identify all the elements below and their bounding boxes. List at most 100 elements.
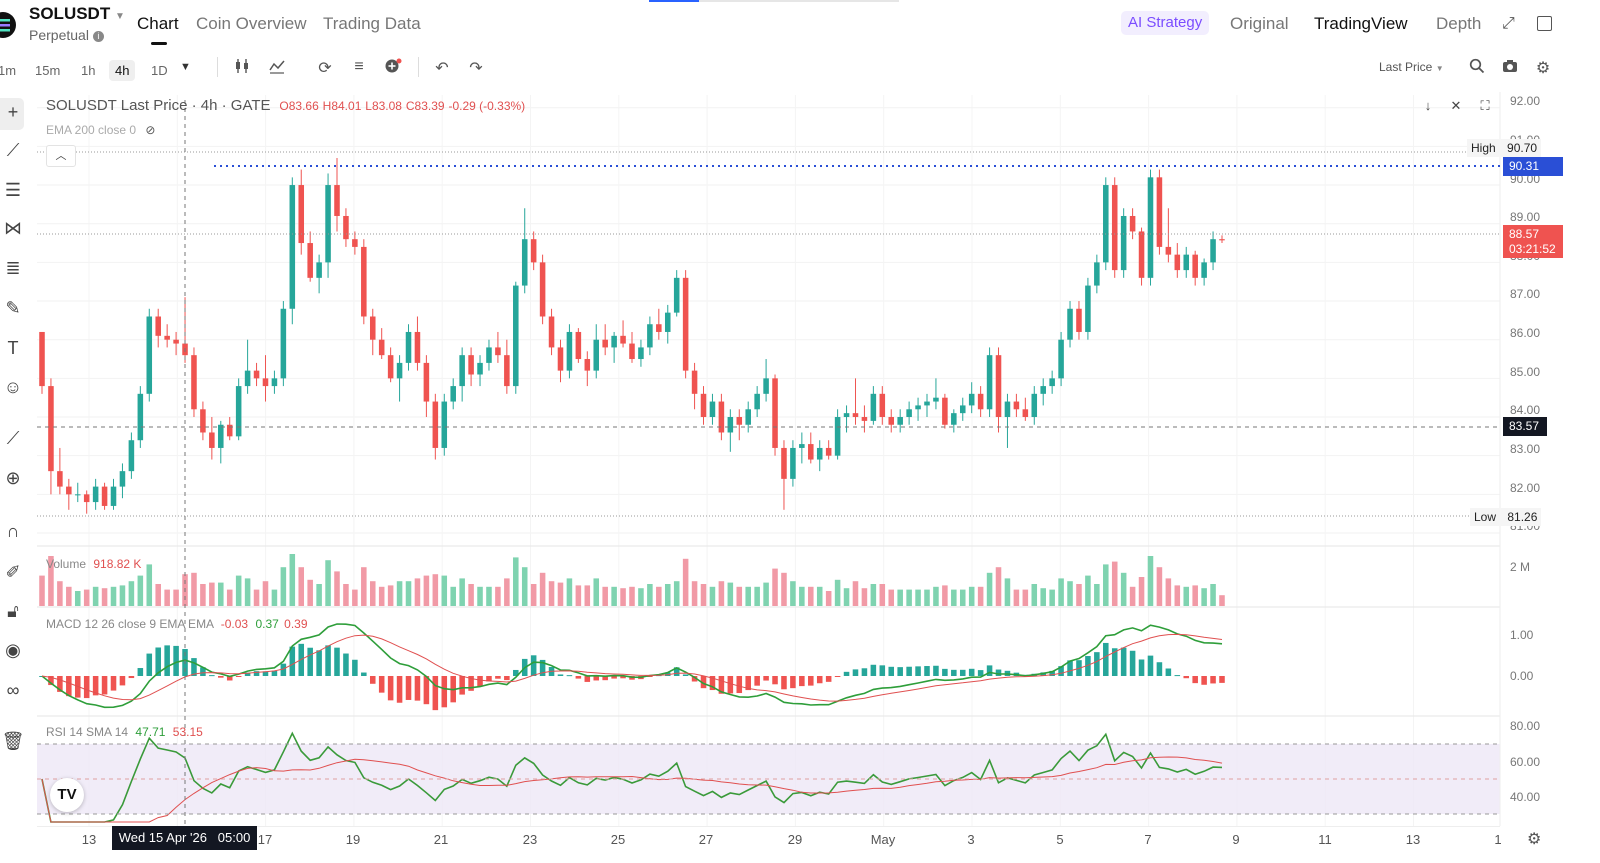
eye-hidden-icon[interactable]: ⊘ <box>145 123 156 137</box>
brush-icon[interactable]: ✎ <box>5 298 21 318</box>
macd-hist-bar <box>825 676 832 682</box>
undo-icon[interactable]: ↶ <box>435 60 449 77</box>
toolbar-divider <box>217 57 218 77</box>
tab-coin-overview[interactable]: Coin Overview <box>196 14 307 33</box>
volume-bar <box>387 585 394 606</box>
emoji-icon[interactable]: ☺ <box>3 377 23 397</box>
price-label: 92.00 <box>1510 94 1541 108</box>
tab-depth[interactable]: Depth <box>1436 14 1482 33</box>
volume-bar <box>83 589 90 606</box>
zoom-in-icon[interactable]: ⊕ <box>5 468 21 488</box>
tab-tradingview[interactable]: TradingView <box>1314 14 1408 33</box>
macd-hist-bar <box>995 669 1002 676</box>
window-icon[interactable] <box>1537 16 1552 31</box>
search-icon[interactable] <box>1467 58 1487 79</box>
scroll-down-icon[interactable]: ↓ <box>1424 98 1432 113</box>
symbol-selector[interactable]: SOLUSDT ▼ <box>29 4 125 24</box>
candle-body <box>647 324 653 348</box>
volume-bar <box>1022 589 1029 606</box>
volume-bar <box>799 586 805 606</box>
ruler-icon[interactable]: ⟋ <box>6 428 20 448</box>
templates-icon[interactable]: ≡ <box>354 58 364 75</box>
time-axis <box>37 826 1500 827</box>
pencil-lock-icon[interactable]: ✐ <box>5 562 21 582</box>
collapse-legend-button[interactable]: ︿ <box>46 145 76 167</box>
crosshair-icon[interactable]: + <box>7 102 19 122</box>
ai-strategy-button[interactable]: AI Strategy <box>1121 11 1210 35</box>
volume-bar <box>548 581 555 606</box>
trash-icon[interactable]: 🗑︎ <box>1 731 25 751</box>
lock-icon[interactable]: 🔓︎ <box>7 601 19 621</box>
volume-label: Volume <box>46 557 87 571</box>
candle-body <box>995 355 1002 418</box>
macd-hist-bar <box>799 676 805 687</box>
candle-body <box>951 413 957 425</box>
settings-gear-icon[interactable]: ⚙ <box>1535 60 1551 77</box>
time-label: 29 <box>787 832 803 847</box>
link-icon[interactable]: ∞ <box>6 680 20 700</box>
timeframe-4h[interactable]: 4h <box>109 60 136 81</box>
rsi-sma-line <box>41 756 1223 823</box>
low-tag-label: Low <box>1474 510 1497 524</box>
redo-icon[interactable]: ↷ <box>469 60 483 77</box>
pattern-icon[interactable]: ⋈ <box>4 218 22 238</box>
add-alert-icon[interactable] <box>383 58 403 79</box>
timeframe-dropdown-icon[interactable]: ▼ <box>180 61 191 73</box>
magnet-icon[interactable]: ∩ <box>6 521 20 541</box>
maximize-icon[interactable]: ⛶ <box>1480 98 1490 113</box>
timeframe-1m[interactable]: 1m <box>0 63 17 78</box>
candle-body <box>164 335 170 340</box>
ema-label: EMA 200 close 0 <box>46 123 137 137</box>
info-icon[interactable]: i <box>92 31 104 42</box>
top-scroll-indicator <box>649 0 699 2</box>
volume-bar <box>361 567 367 606</box>
candle-body <box>378 339 385 356</box>
trendline-icon[interactable]: ⟋ <box>6 140 20 160</box>
tradingview-logo[interactable]: TV <box>50 778 84 812</box>
candle-body <box>146 316 153 394</box>
macd-hist-bar <box>92 676 99 696</box>
volume-bar <box>74 591 81 606</box>
volume-bar <box>566 578 573 606</box>
fib-icon[interactable]: ≣ <box>5 258 21 278</box>
tab-original[interactable]: Original <box>1230 14 1289 33</box>
candle-body <box>1004 401 1011 418</box>
macd-hist-bar <box>57 676 63 692</box>
candle-body <box>861 417 868 421</box>
text-icon[interactable]: T <box>7 338 19 358</box>
horizontal-lines-icon[interactable]: ☰ <box>4 180 22 200</box>
candle-body <box>325 185 331 263</box>
camera-icon[interactable] <box>1500 58 1520 79</box>
candle-body <box>352 239 358 247</box>
volume-bar <box>1129 586 1136 606</box>
timeframe-1d[interactable]: 1D <box>151 63 168 78</box>
candle-body <box>387 355 394 379</box>
candle-body <box>611 335 617 348</box>
candle-body <box>1192 254 1198 278</box>
timeframe-15m[interactable]: 15m <box>35 63 61 78</box>
candle-body <box>664 312 671 332</box>
macd-hist-bar <box>709 676 716 691</box>
time-axis-settings-icon[interactable]: ⚙ <box>1527 831 1542 848</box>
candle-type-icon[interactable] <box>232 58 252 79</box>
volume-bar <box>1031 584 1038 606</box>
timeframe-1h[interactable]: 1h <box>81 63 96 78</box>
volume-bar <box>119 585 126 606</box>
expand-icon[interactable]: ⤢ <box>1502 15 1515 32</box>
macd-hist-bar <box>110 676 117 691</box>
candle-body <box>879 393 886 418</box>
macd-hist-bar <box>1174 675 1181 677</box>
price-source-select[interactable]: Last Price ▼ <box>1379 60 1444 74</box>
tab-trading-data[interactable]: Trading Data <box>323 14 421 33</box>
macd-hist-bar <box>1085 656 1091 676</box>
eye-icon[interactable]: ◉ <box>5 640 21 660</box>
rsi-value: 47.71 <box>135 725 166 739</box>
macd-hist-bar <box>173 645 179 676</box>
price-label: 82.00 <box>1510 481 1541 495</box>
replay-icon[interactable]: ⟳ <box>318 60 332 77</box>
candle-body <box>441 401 448 448</box>
tab-chart[interactable]: Chart <box>137 14 179 45</box>
collapse-icon[interactable]: ✕ <box>1450 98 1462 113</box>
indicators-icon[interactable] <box>267 58 287 79</box>
